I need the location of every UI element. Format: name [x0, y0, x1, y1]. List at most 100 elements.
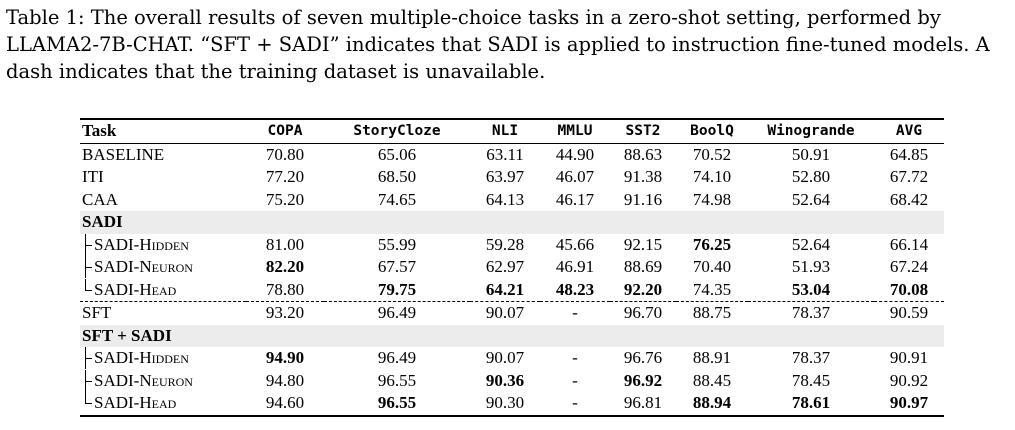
cell: 96.49 — [324, 301, 470, 325]
cell: 74.98 — [692, 189, 732, 209]
cell: 63.11 — [486, 144, 524, 164]
cell: 63.97 — [485, 167, 525, 187]
cell: 70.52 — [692, 144, 732, 164]
cell: 76.25 — [692, 234, 732, 254]
tree-branch-end-icon — [80, 392, 94, 414]
cell: 92.15 — [623, 234, 663, 254]
caption-text: Table 1: The overall results of seven mu… — [6, 6, 990, 83]
group-row-sadi: SADI — [80, 211, 944, 234]
header-avg: AVG — [895, 123, 923, 140]
cell: 78.80 — [265, 279, 305, 299]
cell: 90.59 — [874, 301, 944, 325]
cell: 93.20 — [246, 301, 324, 325]
cell: 77.20 — [265, 167, 305, 187]
row-label: SADI-Head — [80, 278, 246, 302]
table-row: SFT 93.20 96.49 90.07 - 96.70 88.75 78.3… — [80, 301, 944, 325]
cell: 74.35 — [692, 279, 732, 299]
table-row: ITI 77.20 68.50 63.97 46.07 91.38 74.10 … — [80, 166, 944, 189]
row-label: SFT — [80, 301, 246, 325]
row-label: SADI-Hidden — [80, 233, 246, 257]
table-row: SADI-Head 94.60 96.55 90.30 - 96.81 88.9… — [80, 392, 944, 417]
header-storycloze: StoryCloze — [353, 123, 441, 140]
header-boolq: BoolQ — [690, 123, 734, 140]
cell: - — [540, 301, 610, 325]
cell: 45.66 — [555, 234, 595, 254]
header-sst2: SST2 — [625, 123, 661, 140]
tree-branch-icon — [80, 347, 94, 370]
cell: 52.64 — [791, 234, 831, 254]
cell: 70.80 — [265, 144, 305, 164]
cell: 90.36 — [485, 370, 525, 390]
cell: 88.91 — [692, 348, 732, 368]
cell: 92.20 — [623, 279, 663, 299]
table-row: CAA 75.20 74.65 64.13 46.17 91.16 74.98 … — [80, 189, 944, 212]
cell: 94.60 — [246, 392, 324, 417]
cell: 55.99 — [377, 234, 417, 254]
header-task: Task — [82, 121, 117, 141]
cell: 96.92 — [623, 370, 663, 390]
table-caption: Table 1: The overall results of seven mu… — [6, 4, 1008, 85]
cell: 59.28 — [485, 234, 525, 254]
cell: 78.61 — [748, 392, 874, 417]
cell: 78.37 — [748, 301, 874, 325]
cell: - — [572, 348, 578, 368]
cell: 62.97 — [485, 257, 525, 277]
row-label: SADI-Neuron — [80, 256, 246, 279]
cell: 75.20 — [265, 189, 305, 209]
cell: 91.38 — [623, 167, 663, 187]
cell: 88.94 — [676, 392, 748, 417]
cell: 90.30 — [470, 392, 540, 417]
header-copa: COPA — [267, 123, 303, 140]
tree-branch-end-icon — [80, 278, 94, 301]
header-winogrande: Winogrande — [767, 123, 855, 140]
table-row: SADI-Head 78.80 79.75 64.21 48.23 92.20 … — [80, 278, 944, 302]
cell: 64.21 — [485, 279, 525, 299]
row-label: CAA — [82, 189, 118, 209]
header-mmlu: MMLU — [557, 123, 593, 140]
cell: 96.70 — [610, 301, 676, 325]
row-label: SADI-Neuron — [80, 369, 246, 393]
cell: 65.06 — [377, 144, 417, 164]
cell: 48.23 — [555, 279, 595, 299]
cell: 46.91 — [555, 257, 595, 277]
cell: 88.45 — [692, 370, 732, 390]
header-row: Task COPA StoryCloze NLI MMLU SST2 BoolQ… — [80, 119, 944, 143]
cell: 64.85 — [889, 144, 929, 164]
cell: 81.00 — [265, 234, 305, 254]
cell: 70.40 — [692, 257, 732, 277]
table-row: SADI-Hidden 81.00 55.99 59.28 45.66 92.1… — [80, 233, 944, 257]
cell: 78.45 — [791, 370, 831, 390]
cell: - — [572, 370, 578, 390]
group-label: SADI — [80, 211, 944, 234]
cell: 90.97 — [874, 392, 944, 417]
cell: 96.76 — [623, 348, 663, 368]
cell: 67.72 — [889, 167, 929, 187]
header-nli: NLI — [491, 123, 519, 140]
tree-branch-icon — [80, 369, 94, 392]
cell: 78.37 — [791, 348, 831, 368]
cell: 91.16 — [623, 189, 663, 209]
tree-branch-icon — [80, 256, 94, 279]
cell: 50.91 — [791, 144, 831, 164]
row-label: BASELINE — [82, 144, 165, 164]
cell: 94.90 — [265, 348, 305, 368]
table-row: SADI-Neuron 94.80 96.55 90.36 - 96.92 88… — [80, 369, 944, 393]
cell: 68.50 — [377, 167, 417, 187]
cell: 52.64 — [791, 189, 831, 209]
group-row-sft-sadi: SFT + SADI — [80, 324, 944, 347]
cell: 90.07 — [485, 348, 525, 368]
cell: 53.04 — [791, 279, 831, 299]
cell: 74.65 — [377, 189, 417, 209]
row-label: SADI-Head — [80, 392, 246, 417]
cell: 88.69 — [623, 257, 663, 277]
table-row: BASELINE 70.80 65.06 63.11 44.90 88.63 7… — [80, 143, 944, 166]
row-label: ITI — [82, 167, 104, 187]
tree-branch-icon — [80, 233, 94, 256]
cell: 96.55 — [377, 370, 417, 390]
cell: 70.08 — [889, 279, 929, 299]
cell: 90.07 — [470, 301, 540, 325]
cell: 51.93 — [791, 257, 831, 277]
cell: 96.81 — [610, 392, 676, 417]
row-label: SADI-Hidden — [80, 347, 246, 370]
cell: 94.80 — [265, 370, 305, 390]
